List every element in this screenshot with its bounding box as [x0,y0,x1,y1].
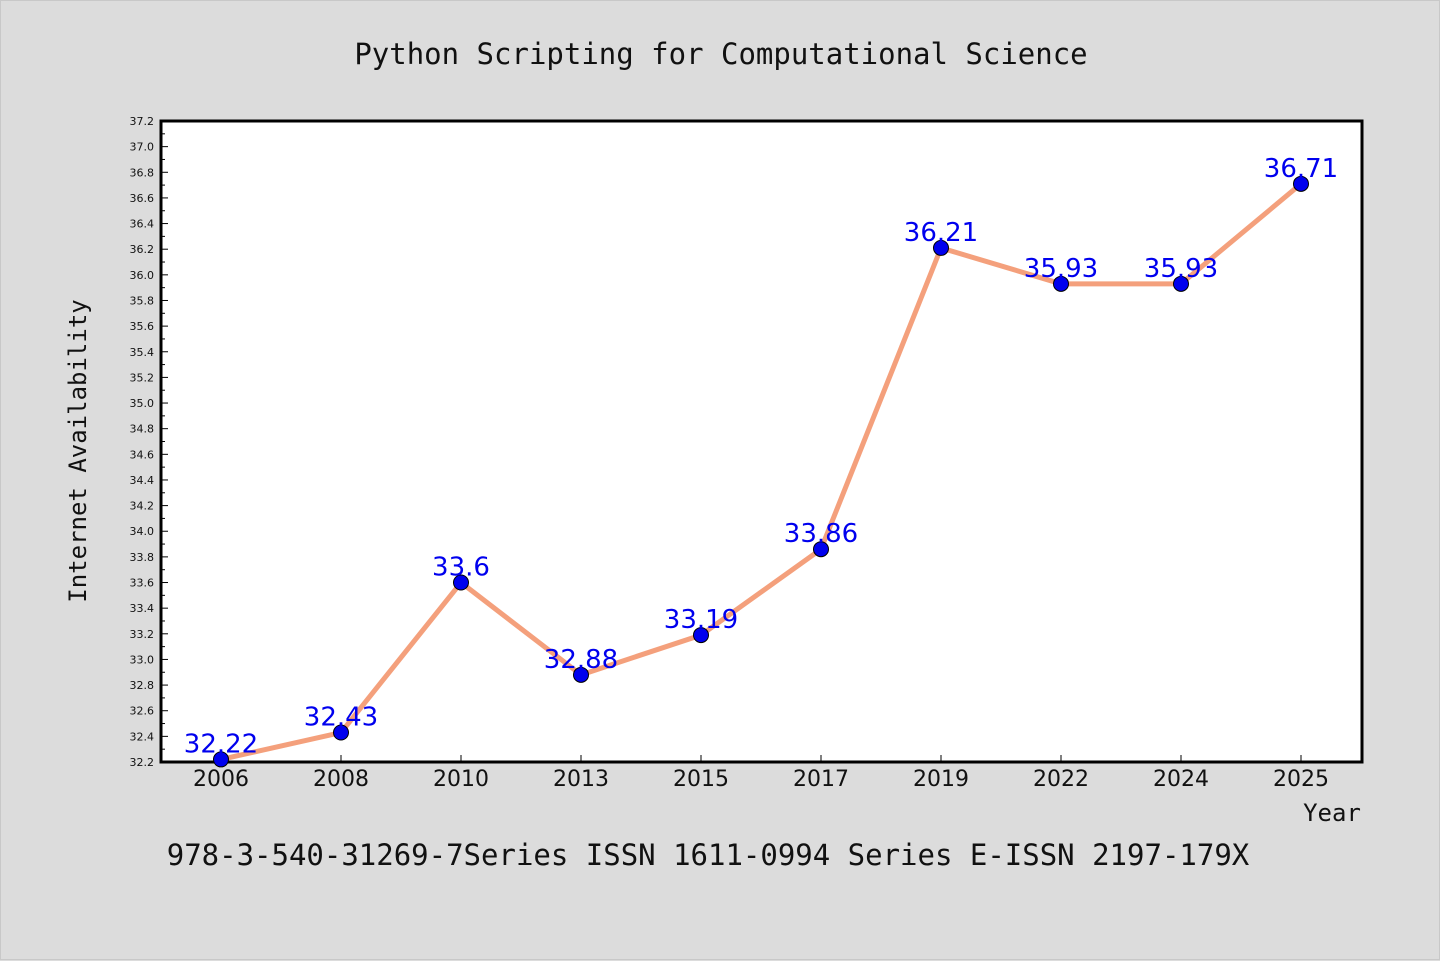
data-label: 32.22 [184,729,258,759]
y-tick-label: 37.0 [130,141,155,154]
y-tick-label: 33.4 [130,602,155,615]
y-tick-label: 34.4 [130,474,155,487]
data-label: 35.93 [1144,254,1218,284]
x-tick-label: 2019 [913,767,969,792]
data-point [1293,175,1309,192]
data-label: 36.71 [1264,154,1338,184]
footer-text: 978-3-540-31269-7Series ISSN 1611-0994 S… [167,838,1250,872]
x-tick-label: 2010 [433,767,489,792]
y-tick-label: 34.8 [130,423,155,436]
y-tick-label: 35.2 [130,371,155,384]
data-label: 33.86 [784,519,858,549]
data-point [333,724,349,741]
x-axis-label: Year [1303,799,1361,827]
y-tick-label: 33.0 [130,653,155,666]
data-labels-group: 32.22 32.43 33.6 32.88 33.19 33.86 36.21 35.93 3… [184,154,1338,760]
data-point [1053,275,1069,292]
y-tick-label: 37.2 [130,115,155,128]
x-axis: 2006 2008 2010 2013 2015 2017 2019 2022 2024 2025 [193,755,1329,792]
data-point [933,239,949,256]
y-tick-label: 36.2 [130,243,155,256]
x-tick-label: 2024 [1153,767,1209,792]
y-tick-label: 34.2 [130,500,155,513]
y-tick-label: 32.6 [130,705,155,718]
data-point [573,666,589,683]
y-axis: 32.2 32.4 32.6 32.8 33.0 33.2 33.4 33.6 33.8 34.0… [130,115,168,769]
y-tick-label: 35.0 [130,397,155,410]
data-label: 32.43 [304,703,378,733]
y-tick-label: 33.8 [130,551,155,564]
x-tick-label: 2006 [193,767,249,792]
y-tick-label: 33.2 [130,628,155,641]
plot-area [159,119,1364,764]
y-tick-label: 35.4 [130,346,155,359]
data-label: 33.6 [432,553,490,583]
data-point [453,574,469,591]
y-tick-label: 32.2 [130,756,155,769]
y-tick-label: 35.6 [130,320,155,333]
data-point [1173,275,1189,292]
x-tick-label: 2025 [1273,767,1329,792]
x-tick-label: 2017 [793,767,849,792]
y-tick-label: 36.8 [130,166,155,179]
y-tick-label: 36.6 [130,192,155,205]
x-tick-label: 2013 [553,767,609,792]
x-tick-label: 2022 [1033,767,1089,792]
y-tick-label: 36.4 [130,218,155,231]
series-line [218,181,1304,762]
x-tick-label: 2008 [313,767,369,792]
data-label: 35.93 [1024,254,1098,284]
y-tick-label: 36.0 [130,269,155,282]
data-point [693,627,709,644]
y-tick-label: 32.8 [130,679,155,692]
y-tick-label: 32.4 [130,730,155,743]
y-axis-label: Internet Availability [64,299,92,602]
data-label: 33.19 [664,605,738,635]
y-tick-label: 34.6 [130,448,155,461]
x-tick-label: 2015 [673,767,729,792]
y-tick-label: 34.0 [130,525,155,538]
data-point [213,751,229,768]
chart-title: Python Scripting for Computational Scien… [354,37,1087,71]
y-tick-label: 35.8 [130,294,155,307]
series-group [213,175,1309,768]
data-label: 32.88 [544,645,618,675]
data-point [813,541,829,558]
data-label: 36.21 [904,218,978,248]
y-tick-label: 33.6 [130,577,155,590]
